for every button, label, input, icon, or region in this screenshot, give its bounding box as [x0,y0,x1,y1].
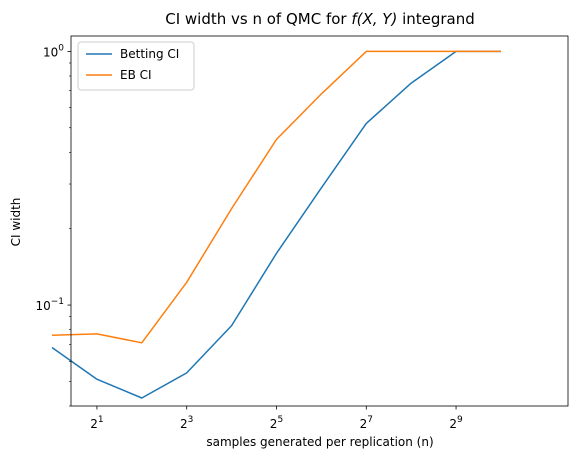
y-tick-label-0: 10−1 [35,297,64,313]
axes-frame [70,35,569,407]
y-tick-label-0-base: 10 [35,299,50,313]
y-axis-label: CI width [9,198,23,247]
x-axis-label: samples generated per replication (n) [206,435,433,449]
title-suffix: integrand [397,10,474,28]
x-tick-label-0-base: 2 [90,417,98,431]
x-tick-label-3: 27 [360,415,373,431]
title-math: f(X, Y) [351,10,397,28]
x-tick-label-4-exponent: 9 [457,415,463,425]
x-tick-label-0: 21 [90,415,103,431]
x-tick-label-4: 29 [449,415,463,431]
x-tick-label-3-exponent: 7 [367,415,373,425]
x-tick-label-4-base: 2 [449,417,457,431]
x-tick-label-3-base: 2 [360,417,368,431]
y-tick-label-1-base: 10 [43,45,58,59]
chart-title: CI width vs n of QMC for f(X, Y) integra… [165,10,475,28]
plot-area [51,50,501,399]
x-tick-label-2: 25 [270,415,283,431]
y-tick-label-1: 100 [43,43,64,59]
x-tick-label-1: 23 [180,415,193,431]
title-prefix: CI width vs n of QMC for [165,10,351,28]
legend: Betting CI EB CI [77,41,195,91]
x-tick-label-0-exponent: 1 [98,415,104,425]
series-line-0 [51,50,501,399]
y-tick-label-1-exponent: 0 [58,43,64,53]
x-tick-label-1-base: 2 [180,417,188,431]
x-tick-label-1-exponent: 3 [188,415,194,425]
x-tick-label-2-exponent: 5 [277,415,283,425]
y-tick-label-0-exponent: −1 [51,297,64,307]
series-line-1 [51,50,501,344]
legend-label-1: EB CI [120,68,152,82]
x-tick-label-2-base: 2 [270,417,278,431]
legend-label-0: Betting CI [120,47,179,61]
